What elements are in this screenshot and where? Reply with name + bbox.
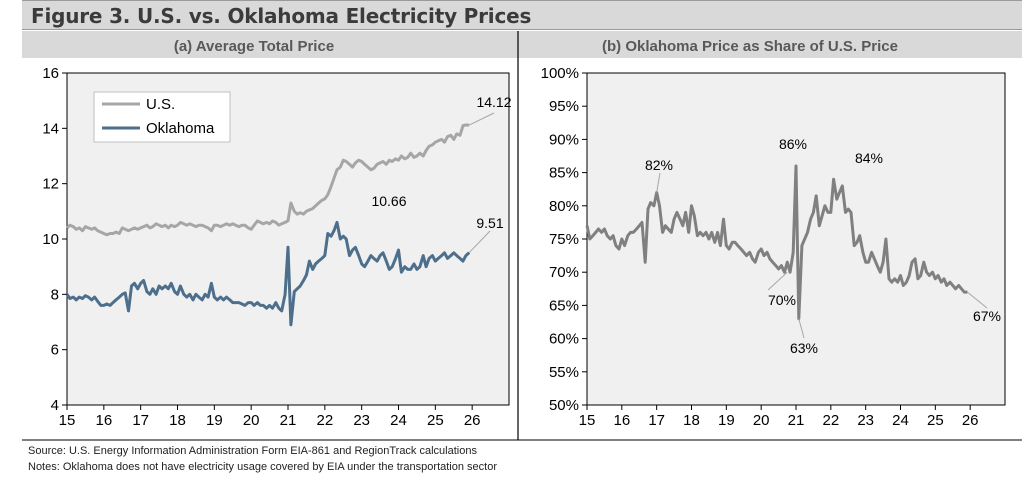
x-tick-label: 17 [132, 412, 149, 429]
x-tick-label: 25 [427, 412, 444, 429]
annotation-leader [656, 172, 661, 193]
annotation-63: 63% [790, 340, 818, 356]
y-tick-label: 50% [549, 397, 579, 414]
annotation-67: 67% [973, 308, 1001, 324]
y-tick-label: 8 [51, 286, 59, 303]
x-tick-label: 20 [753, 412, 770, 429]
panel-header-band [22, 31, 1022, 58]
y-tick-label: 70% [549, 264, 579, 281]
x-tick-label: 15 [579, 412, 596, 429]
y-tick-label: 14 [42, 120, 59, 137]
x-tick-label: 16 [95, 412, 112, 429]
figure-title-bar: Figure 3. U.S. vs. Oklahoma Electricity … [22, 0, 1022, 30]
y-tick-label: 12 [42, 176, 59, 193]
y-tick-label: 90% [549, 131, 579, 148]
y-tick-label: 10 [42, 231, 59, 248]
y-tick-label: 60% [549, 331, 579, 348]
y-tick-label: 80% [549, 198, 579, 215]
annotation-us-mid: 10.66 [371, 193, 406, 209]
y-tick-label: 65% [549, 297, 579, 314]
x-tick-label: 19 [206, 412, 223, 429]
x-tick-label: 22 [822, 412, 839, 429]
x-tick-label: 16 [613, 412, 630, 429]
series-us-line [65, 123, 470, 237]
notes-text: Notes: Oklahoma does not have electricit… [28, 461, 497, 473]
x-tick-label: 21 [280, 412, 297, 429]
annotation-leader [468, 230, 491, 253]
series-oklahoma-line [65, 220, 471, 327]
y-tick-label: 4 [51, 397, 59, 414]
x-tick-label: 18 [683, 412, 700, 429]
annotation-86: 86% [779, 136, 807, 152]
series-share-line [585, 164, 968, 321]
annotation-us-last: 14.12 [476, 94, 511, 110]
legend-oklahoma-label: Oklahoma [146, 120, 215, 137]
x-tick-label: 19 [718, 412, 735, 429]
panel-title: (b) Oklahoma Price as Share of U.S. Pric… [602, 38, 898, 55]
y-tick-label: 100% [541, 65, 579, 82]
x-tick-label: 22 [316, 412, 333, 429]
source-note: Source: U.S. Energy Information Administ… [28, 445, 477, 457]
y-tick-label: 16 [42, 65, 59, 82]
annotation-leader [798, 318, 805, 339]
x-tick-label: 24 [390, 412, 407, 429]
panel-title: (a) Average Total Price [174, 38, 334, 55]
y-tick-label: 75% [549, 231, 579, 248]
x-tick-label: 21 [788, 412, 805, 429]
y-tick-label: 85% [549, 165, 579, 182]
x-tick-label: 20 [243, 412, 260, 429]
x-tick-label: 23 [353, 412, 370, 429]
legend-us-label: U.S. [146, 96, 175, 113]
annotation-70: 70% [768, 292, 796, 308]
legend-box [93, 91, 231, 143]
annotation-ok-last: 9.51 [476, 215, 503, 231]
figure-title: Figure 3. U.S. vs. Oklahoma Electricity … [31, 4, 532, 28]
annotation-leader [469, 112, 495, 126]
y-tick-label: 6 [51, 342, 59, 359]
annotation-leader [967, 291, 988, 309]
x-tick-label: 24 [892, 412, 909, 429]
y-tick-label: 95% [549, 98, 579, 115]
annotation-84: 84% [855, 150, 883, 166]
y-tick-label: 55% [549, 364, 579, 381]
x-tick-label: 15 [59, 412, 76, 429]
x-tick-label: 26 [962, 412, 979, 429]
x-tick-label: 17 [648, 412, 665, 429]
x-tick-label: 23 [857, 412, 874, 429]
annotation-leader [767, 271, 788, 291]
x-tick-label: 26 [464, 412, 481, 429]
x-tick-label: 25 [927, 412, 944, 429]
x-tick-label: 18 [169, 412, 186, 429]
annotation-82: 82% [645, 157, 673, 173]
